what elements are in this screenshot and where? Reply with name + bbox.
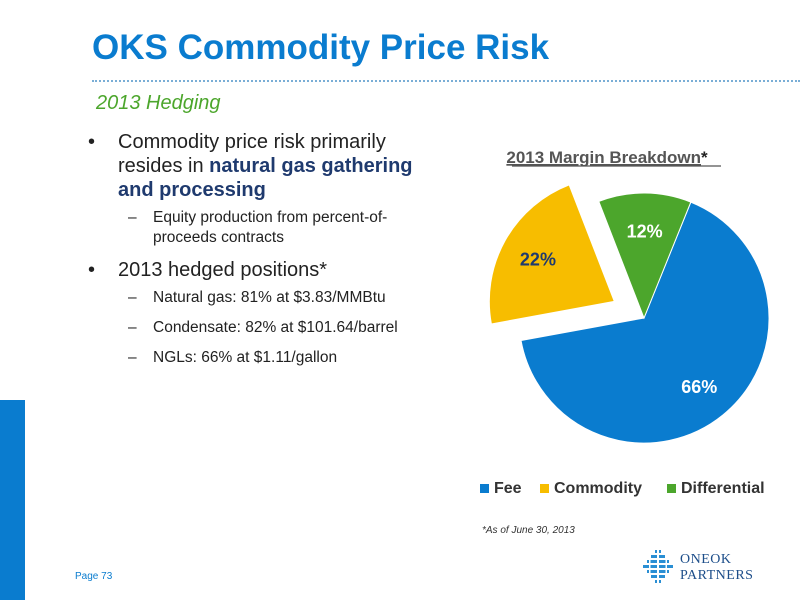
pie-label-commodity: 22% bbox=[520, 250, 556, 270]
bullet-item: • 2013 hedged positions* bbox=[88, 258, 433, 282]
logo-mark-icon bbox=[643, 548, 673, 586]
accent-bar bbox=[0, 400, 25, 600]
chart-title: 2013 Margin Breakdown* bbox=[506, 148, 708, 167]
bullet-dot-icon: • bbox=[88, 131, 96, 153]
pie-slice-fee bbox=[520, 201, 770, 444]
bullet-item: • Commodity price risk primarily resides… bbox=[88, 130, 433, 202]
sub-bullet-item: – Condensate: 82% at $101.64/barrel bbox=[88, 318, 433, 338]
bullet-dot-icon: • bbox=[88, 259, 96, 281]
sub-bullet-text: Natural gas: 81% at $3.83/MMBtu bbox=[153, 289, 386, 306]
legend-label-differential: Differential bbox=[681, 480, 765, 497]
bullet-text: Commodity price risk primarily resides i… bbox=[118, 131, 386, 177]
logo-line-2: PARTNERS bbox=[680, 568, 754, 583]
bullet-emphasis: natural gas gathering and processing bbox=[118, 155, 413, 201]
logo-line-1: ONEOK bbox=[680, 552, 732, 567]
legend-swatch-differential bbox=[667, 484, 676, 493]
dash-icon: – bbox=[128, 349, 137, 366]
dash-icon: – bbox=[128, 209, 137, 226]
dash-icon: – bbox=[128, 289, 137, 306]
legend-swatch-commodity bbox=[540, 484, 549, 493]
title-divider bbox=[92, 80, 800, 82]
bullet-list: • Commodity price risk primarily resides… bbox=[88, 130, 433, 378]
page-number: Page 73 bbox=[75, 571, 113, 582]
pie-label-differential: 12% bbox=[627, 222, 663, 242]
sub-bullet-text: NGLs: 66% at $1.11/gallon bbox=[153, 349, 338, 366]
pie-slice-differential bbox=[598, 192, 692, 320]
sub-bullet-item: – Natural gas: 81% at $3.83/MMBtu bbox=[88, 288, 433, 308]
chart-legend: Fee Commodity Differential bbox=[480, 480, 765, 497]
legend-swatch-fee bbox=[480, 484, 489, 493]
oneok-partners-logo: ONEOK PARTNERS bbox=[640, 548, 760, 588]
sub-bullet-item: – Equity production from percent-of-proc… bbox=[88, 208, 433, 248]
slide-subtitle: 2013 Hedging bbox=[96, 92, 221, 114]
pie-slices bbox=[488, 184, 770, 444]
bullet-text: 2013 hedged positions* bbox=[118, 259, 328, 281]
sub-bullet-text: Condensate: 82% at $101.64/barrel bbox=[153, 319, 398, 336]
legend-label-fee: Fee bbox=[494, 480, 522, 497]
sub-bullet-item: – NGLs: 66% at $1.11/gallon bbox=[88, 348, 433, 368]
legend-label-commodity: Commodity bbox=[554, 480, 642, 497]
pie-chart: 2013 Margin Breakdown* 66% 22% 12% Fee Comm… bbox=[480, 148, 770, 497]
dash-icon: – bbox=[128, 319, 137, 336]
chart-title-asterisk: * bbox=[701, 148, 708, 167]
footnote: *As of June 30, 2013 bbox=[482, 525, 575, 536]
pie-slice-commodity bbox=[488, 184, 616, 325]
pie-labels: 66% 22% 12% bbox=[520, 222, 717, 397]
pie-label-fee: 66% bbox=[681, 377, 717, 397]
slide-title: OKS Commodity Price Risk bbox=[92, 28, 550, 67]
sub-bullet-text: Equity production from percent-of-procee… bbox=[153, 209, 388, 246]
chart-title-text: 2013 Margin Breakdown bbox=[506, 148, 701, 167]
